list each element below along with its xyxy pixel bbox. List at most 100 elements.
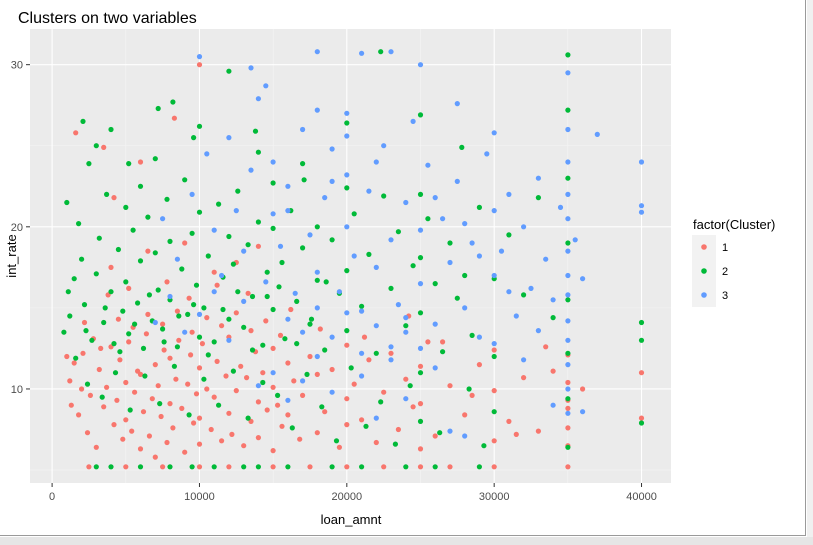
point-cluster-2 [363, 423, 369, 429]
point-cluster-3 [336, 289, 342, 295]
point-cluster-2 [270, 225, 276, 231]
point-cluster-2 [417, 310, 424, 316]
point-cluster-1 [152, 362, 158, 368]
point-cluster-1 [93, 444, 99, 450]
point-cluster-1 [114, 397, 120, 403]
point-cluster-1 [263, 318, 269, 324]
point-cluster-3 [314, 353, 320, 360]
point-cluster-1 [126, 285, 132, 291]
point-cluster-3 [344, 310, 350, 316]
point-cluster-2 [146, 292, 152, 298]
point-cluster-2 [344, 185, 350, 191]
point-cluster-3 [373, 159, 379, 165]
point-cluster-2 [373, 350, 379, 356]
point-cluster-2 [189, 230, 195, 236]
point-cluster-1 [238, 363, 244, 369]
grid-lines [30, 29, 671, 483]
point-cluster-2 [314, 277, 320, 283]
point-cluster-1 [149, 396, 155, 402]
point-cluster-2 [249, 293, 256, 300]
point-cluster-1 [79, 386, 85, 392]
point-cluster-2 [437, 430, 443, 436]
y-tick-label: 10 [11, 384, 23, 396]
point-cluster-1 [126, 339, 132, 345]
point-cluster-1 [80, 350, 86, 356]
x-tick-label: 0 [49, 491, 55, 503]
series-1 [64, 62, 645, 470]
point-cluster-1 [73, 130, 79, 136]
point-cluster-1 [182, 449, 188, 455]
legend-title: factor(Cluster) [693, 217, 775, 232]
point-cluster-1 [199, 341, 205, 347]
point-cluster-3 [344, 224, 350, 230]
point-cluster-3 [270, 211, 276, 217]
point-cluster-2 [417, 418, 424, 424]
point-cluster-2 [245, 415, 251, 421]
point-cluster-3 [484, 151, 490, 157]
x-tick-label: 30000 [479, 491, 510, 503]
point-cluster-3 [373, 415, 379, 421]
point-cluster-1 [373, 439, 379, 446]
point-cluster-1 [417, 446, 424, 452]
window-edge-bottom [0, 537, 813, 545]
point-cluster-1 [111, 195, 117, 201]
point-cluster-3 [417, 227, 424, 233]
point-cluster-3 [565, 410, 571, 416]
point-cluster-3 [263, 83, 269, 89]
series-2 [61, 49, 645, 470]
point-cluster-3 [498, 248, 505, 254]
point-cluster-2 [289, 425, 295, 431]
point-cluster-1 [580, 386, 586, 392]
point-cluster-1 [143, 331, 149, 337]
point-cluster-2 [388, 285, 394, 291]
point-cluster-3 [204, 151, 210, 157]
point-cluster-1 [108, 264, 114, 270]
point-cluster-3 [638, 203, 645, 209]
point-cluster-2 [255, 464, 261, 470]
point-cluster-1 [233, 310, 239, 316]
point-cluster-2 [381, 193, 387, 199]
point-cluster-2 [235, 188, 241, 194]
x-tick-label: 40000 [626, 491, 657, 503]
point-cluster-1 [317, 326, 323, 332]
point-cluster-2 [308, 316, 315, 322]
point-cluster-2 [185, 311, 191, 317]
point-cluster-1 [381, 389, 387, 395]
point-cluster-1 [297, 436, 303, 442]
point-cluster-3 [580, 276, 586, 282]
point-cluster-3 [270, 370, 276, 376]
point-cluster-2 [270, 180, 276, 186]
x-tick-label: 10000 [184, 491, 215, 503]
point-cluster-1 [543, 344, 549, 350]
point-cluster-1 [245, 290, 251, 296]
point-cluster-2 [205, 352, 211, 358]
point-cluster-2 [111, 341, 117, 347]
point-cluster-2 [152, 156, 158, 162]
point-cluster-1 [381, 464, 387, 470]
point-cluster-3 [255, 96, 261, 102]
point-cluster-3 [388, 357, 394, 363]
point-cluster-1 [388, 350, 394, 356]
point-cluster-1 [506, 418, 512, 424]
point-cluster-3 [476, 334, 482, 340]
point-cluster-2 [300, 245, 306, 251]
point-cluster-3 [219, 272, 225, 279]
point-cluster-1 [111, 422, 117, 428]
point-cluster-3 [432, 365, 438, 371]
point-cluster-1 [123, 379, 129, 386]
point-cluster-1 [275, 402, 281, 408]
point-cluster-2 [71, 276, 77, 282]
point-cluster-1 [160, 321, 166, 327]
point-cluster-3 [521, 357, 527, 363]
point-cluster-1 [86, 464, 92, 470]
point-cluster-2 [205, 253, 211, 259]
point-cluster-1 [469, 392, 475, 398]
point-cluster-2 [491, 409, 497, 415]
series-3 [152, 49, 645, 439]
point-cluster-1 [115, 316, 121, 322]
point-cluster-1 [185, 381, 191, 387]
point-cluster-2 [235, 289, 241, 295]
point-cluster-2 [196, 123, 203, 129]
point-cluster-1 [81, 319, 88, 326]
point-cluster-3 [248, 167, 254, 173]
